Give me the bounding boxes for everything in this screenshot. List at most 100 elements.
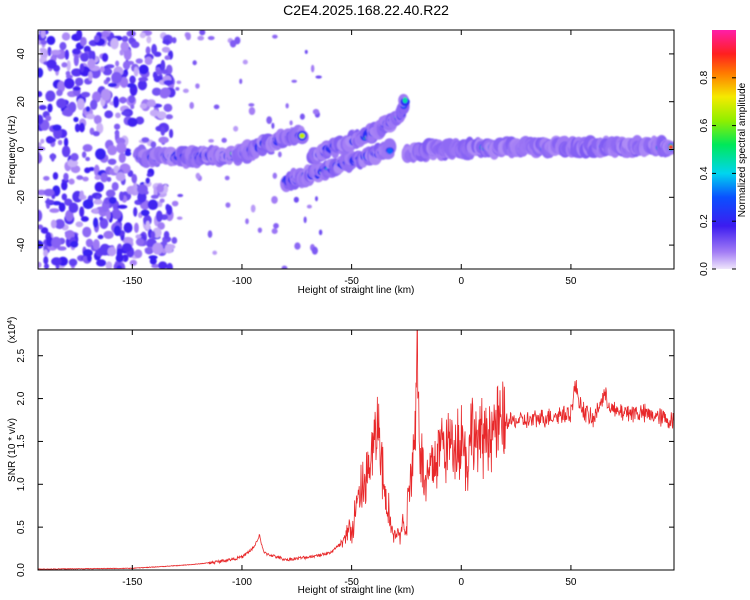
heatmap-cell xyxy=(116,265,123,269)
heatmap-cell xyxy=(146,100,156,108)
heatmap-cell xyxy=(195,83,200,89)
heatmap-cell xyxy=(213,104,220,110)
snr-series-line xyxy=(38,330,674,570)
heatmap-cell xyxy=(70,153,79,162)
heatmap-cell xyxy=(123,222,133,234)
heatmap-cell xyxy=(171,236,178,244)
heatmap-cell xyxy=(155,210,163,223)
heatmap-cell xyxy=(46,59,57,69)
heatmap-cell xyxy=(138,77,149,82)
heatmap-cell xyxy=(134,222,139,234)
spectrogram-y-tick-label: 40 xyxy=(16,48,27,60)
snr-y-ticks: 0.0 0.5 1.0 1.5 2.0 2.5 xyxy=(16,348,674,577)
heatmap-cell xyxy=(74,123,81,133)
heatmap-cell xyxy=(163,103,173,112)
heatmap-cell xyxy=(150,231,156,239)
heatmap-cell xyxy=(137,192,147,203)
heatmap-cell xyxy=(106,209,111,221)
heatmap-cell xyxy=(95,148,106,160)
heatmap-cell xyxy=(159,198,165,203)
heatmap-cell xyxy=(306,204,312,209)
heatmap-cell xyxy=(161,46,171,53)
spectrogram-panel: -150 -100 -50 0 50 -40 -20 0 20 40 Height of str… xyxy=(7,29,675,296)
spectrogram-x-tick-label: -150 xyxy=(122,276,142,287)
heatmap-cell xyxy=(131,173,138,184)
heatmap-cell xyxy=(229,39,237,48)
heatmap-cell xyxy=(225,202,231,208)
heatmap-cell xyxy=(277,151,282,158)
heatmap-cell xyxy=(151,256,156,262)
heatmap-cell xyxy=(82,226,92,238)
snr-x-tick-label: 50 xyxy=(565,577,577,588)
heatmap-cell xyxy=(92,208,99,214)
heatmap-cell xyxy=(38,224,44,230)
heatmap-cell xyxy=(68,178,75,185)
heatmap-cell xyxy=(65,209,74,222)
heatmap-cell xyxy=(61,180,68,191)
heatmap-cell xyxy=(47,46,52,57)
heatmap-cell xyxy=(107,246,117,257)
spectrogram-x-label: Height of straight line (km) xyxy=(298,285,415,296)
heatmap-cell xyxy=(38,114,44,125)
heatmap-cell xyxy=(207,230,213,238)
snr-y-tick-label: 0.5 xyxy=(16,520,27,534)
heatmap-cell xyxy=(48,137,57,143)
heatmap-cell xyxy=(273,223,279,229)
heatmap-cell xyxy=(92,130,100,137)
heatmap-cell xyxy=(137,79,148,91)
heatmap-cell xyxy=(248,103,255,107)
heatmap-cell xyxy=(101,53,109,62)
heatmap-cell xyxy=(176,80,182,85)
heatmap-cell xyxy=(257,227,263,233)
heatmap-cell xyxy=(161,69,169,75)
heatmap-cell xyxy=(70,240,79,248)
heatmap-cell xyxy=(86,254,92,262)
heatmap-cell xyxy=(207,35,215,41)
spectrogram-y-ticks: -40 -20 0 20 40 xyxy=(16,48,674,252)
heatmap-cell xyxy=(106,176,112,182)
heatmap-cell xyxy=(304,49,308,54)
heatmap-cell xyxy=(68,202,79,214)
heatmap-cell xyxy=(103,230,114,239)
heatmap-cell xyxy=(105,189,116,198)
spectrogram-y-label: Frequency (Hz) xyxy=(7,116,18,185)
heatmap-cell xyxy=(315,75,322,79)
heatmap-cell xyxy=(38,146,46,152)
heatmap-cell xyxy=(73,116,79,123)
heatmap-cell xyxy=(38,67,44,78)
heatmap-cell xyxy=(146,172,153,177)
heatmap-cell xyxy=(117,204,128,209)
snr-y-tick-label: 0.0 xyxy=(16,563,27,577)
heatmap-cell xyxy=(111,182,119,191)
heatmap-cell xyxy=(118,152,126,164)
heatmap-cell xyxy=(156,111,167,120)
heatmap-cell xyxy=(40,138,45,144)
heatmap-cell xyxy=(100,88,111,101)
heatmap-cell xyxy=(197,35,205,41)
heatmap-cell xyxy=(80,216,89,222)
heatmap-cell xyxy=(67,159,79,168)
heatmap-cell xyxy=(61,145,71,158)
snr-multiplier: (x104) xyxy=(7,317,19,344)
snr-x-ticks: -150 -100 -50 0 50 xyxy=(122,330,577,588)
heatmap-cell xyxy=(102,67,113,76)
heatmap-cell xyxy=(163,184,169,194)
colorbar-tick-label: 0.0 xyxy=(699,262,710,276)
heatmap-cell xyxy=(115,253,124,263)
heatmap-cell xyxy=(94,181,105,193)
heatmap-cell xyxy=(56,89,63,97)
heatmap-cell xyxy=(97,234,104,240)
heatmap-cell xyxy=(68,258,78,267)
spectrogram-x-tick-label: -50 xyxy=(344,276,359,287)
heatmap-cell xyxy=(50,219,57,229)
heatmap-cell xyxy=(82,176,89,182)
heatmap-cell xyxy=(121,110,130,116)
chart-title: C2E4.2025.168.22.40.R22 xyxy=(283,2,449,18)
heatmap-cell xyxy=(79,63,85,73)
heatmap-cell xyxy=(105,261,113,269)
heatmap-cell xyxy=(57,139,63,146)
heatmap-cell xyxy=(150,141,157,149)
heatmap-cell xyxy=(61,109,73,117)
heatmap-cell xyxy=(139,32,146,39)
